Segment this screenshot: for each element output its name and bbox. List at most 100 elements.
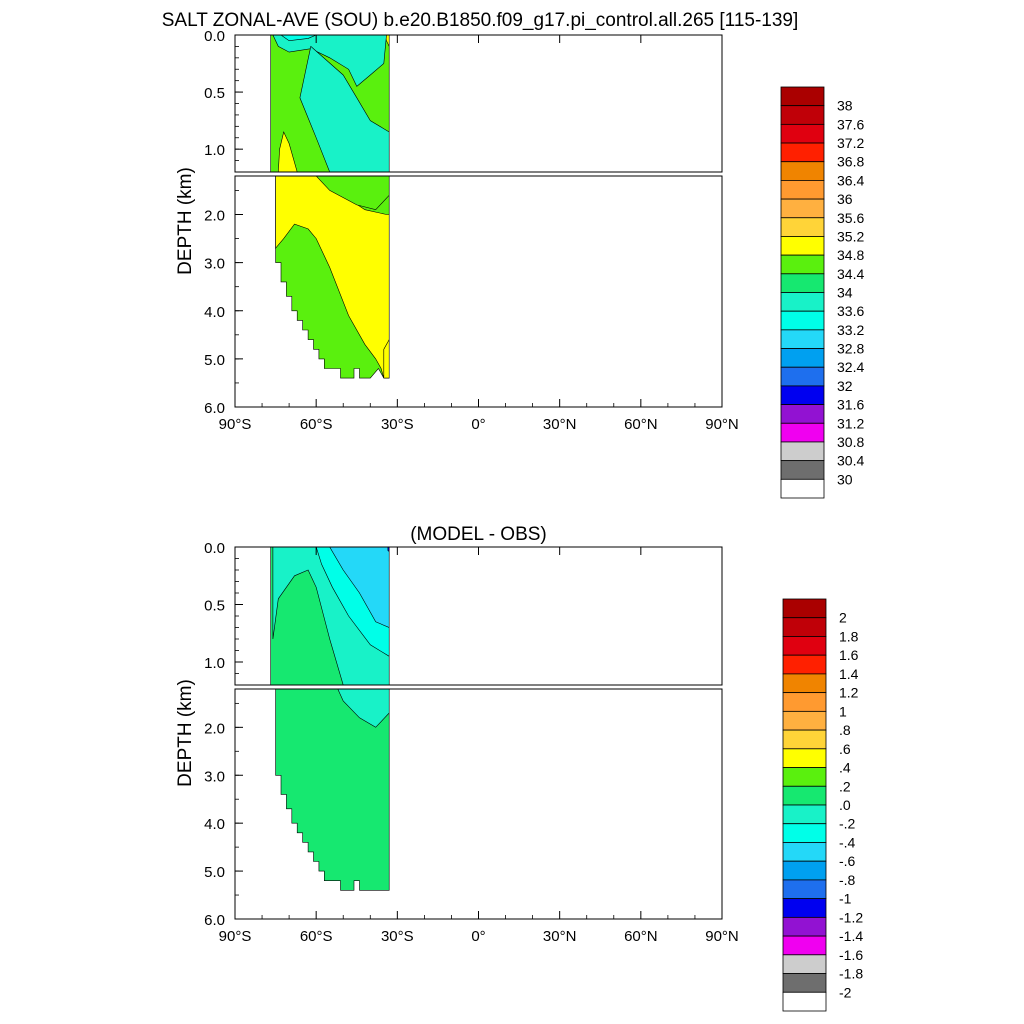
- colorbar-label: 37.2: [837, 135, 864, 151]
- upper-field: [270, 547, 390, 685]
- colorbar-label: 38: [837, 98, 853, 114]
- diff-m0-4: [329, 547, 390, 628]
- y-tick-label: 0.5: [204, 85, 225, 102]
- colorbar-swatch: [782, 804, 827, 825]
- colorbar-label: 35.2: [837, 228, 864, 244]
- colorbar-swatch: [780, 198, 825, 219]
- colorbar-label: 35.6: [837, 210, 864, 226]
- lower-field: [275, 176, 390, 379]
- x-tick-label: 90°N: [705, 928, 739, 945]
- colorbar-swatch: [780, 180, 825, 200]
- y-tick-label: 0.5: [204, 598, 225, 615]
- colorbar-label: -.2: [839, 816, 856, 832]
- colorbar-label: 34: [837, 285, 853, 301]
- colorbar-swatch: [782, 898, 827, 918]
- colorbar-label: 1.4: [839, 666, 859, 682]
- colorbar-swatch: [782, 598, 827, 619]
- colorbar-swatch: [780, 404, 825, 424]
- field-34-8-cdw: [277, 131, 298, 172]
- colorbar: 21.81.61.41.21.8.6.4.2.0-.2-.4-.6-.8-1-1…: [782, 598, 863, 1012]
- y-tick-label: 5.0: [204, 352, 225, 369]
- colorbar-label: 34.4: [837, 266, 864, 282]
- colorbar-swatch: [782, 673, 827, 694]
- x-tick-label: 90°S: [219, 416, 252, 433]
- colorbar-label: .0: [839, 797, 851, 813]
- colorbar-swatch: [782, 692, 827, 712]
- colorbar-label: .4: [839, 760, 851, 776]
- colorbar-swatch: [782, 617, 827, 637]
- y-tick-label: 4.0: [204, 304, 225, 321]
- colorbar-label: -2: [839, 984, 852, 1000]
- field-34-8-deep: [383, 338, 390, 379]
- colorbar-swatch: [780, 348, 825, 368]
- y-tick-label: 6.0: [204, 400, 225, 417]
- colorbar-swatch: [780, 86, 825, 107]
- colorbar-label: 34.8: [837, 247, 864, 263]
- colorbar-label: -.8: [839, 872, 856, 888]
- difference-panel: (MODEL - OBS)0.00.51.02.03.04.05.06.090°…: [175, 524, 863, 1012]
- x-tick-label: 30°S: [381, 928, 414, 945]
- colorbar-swatch: [782, 842, 827, 862]
- main-title: SALT ZONAL-AVE (SOU) b.e20.B1850.f09_g17…: [162, 10, 799, 31]
- colorbar-swatch: [780, 217, 825, 237]
- x-tick-label: 30°N: [543, 928, 577, 945]
- colorbar-swatch: [780, 422, 825, 443]
- colorbar-label: -1.4: [839, 928, 863, 944]
- colorbar-label: -1: [839, 891, 852, 907]
- x-tick-label: 60°N: [624, 416, 658, 433]
- colorbar-label: 2: [839, 610, 847, 626]
- x-tick-label: 90°N: [705, 416, 739, 433]
- colorbar-label: 36.8: [837, 154, 864, 170]
- y-tick-label: 2.0: [204, 720, 225, 737]
- x-tick-label: 60°S: [300, 416, 333, 433]
- colorbar-label: 36.4: [837, 172, 864, 188]
- colorbar-swatch: [782, 935, 827, 956]
- colorbar-label: -1.2: [839, 909, 863, 925]
- colorbar-swatch: [780, 254, 825, 275]
- y-tick-label: 3.0: [204, 768, 225, 785]
- colorbar-swatch: [780, 142, 825, 163]
- colorbar-swatch: [780, 441, 825, 462]
- colorbar-label: .2: [839, 778, 851, 794]
- colorbar-swatch: [782, 860, 827, 881]
- x-tick-label: 90°S: [219, 928, 252, 945]
- colorbar-swatch: [782, 710, 827, 731]
- colorbar-label: .8: [839, 722, 851, 738]
- y-tick-label: 3.0: [204, 256, 225, 273]
- colorbar-label: 1.6: [839, 647, 859, 663]
- lower-field: [275, 689, 390, 891]
- y-tick-label: 1.0: [204, 655, 225, 672]
- colorbar-swatch: [780, 460, 825, 480]
- x-tick-label: 60°S: [300, 928, 333, 945]
- x-tick-label: 0°: [471, 416, 485, 433]
- colorbar-swatch: [782, 916, 827, 937]
- colorbar-swatch: [782, 785, 827, 806]
- colorbar-swatch: [782, 973, 827, 993]
- y-axis-label: DEPTH (km): [175, 167, 196, 275]
- colorbar-label: 32.8: [837, 341, 864, 357]
- diff-m0-2-lower: [337, 689, 390, 728]
- salinity-panel: 0.0 0.5 1.0 2.0 3.0 4.0 5.0 6.090°S 60°S 30°S 0° 30…: [175, 28, 864, 499]
- colorbar-swatch: [782, 729, 827, 750]
- upper-field: [270, 35, 390, 172]
- colorbar-label: 30: [837, 471, 853, 487]
- y-tick-label: 4.0: [204, 816, 225, 833]
- diff-m1-dot: [387, 547, 390, 553]
- colorbar-swatch: [782, 767, 827, 787]
- colorbar-swatch: [780, 385, 825, 405]
- colorbar-swatch: [780, 236, 825, 256]
- colorbar-label: 1: [839, 703, 847, 719]
- colorbar-label: 30.4: [837, 453, 864, 469]
- x-tick-label: 0°: [471, 928, 485, 945]
- colorbar-swatch: [780, 273, 825, 293]
- colorbar-swatch: [780, 105, 825, 125]
- colorbar-label: 37.6: [837, 116, 864, 132]
- colorbar-swatch: [782, 636, 827, 656]
- colorbar-label: 33.2: [837, 322, 864, 338]
- colorbar-swatch: [780, 292, 825, 312]
- colorbar-swatch: [782, 879, 827, 900]
- field-34-0-top: [272, 35, 387, 87]
- colorbar-label: -1.8: [839, 966, 863, 982]
- panel-title: (MODEL - OBS): [410, 524, 547, 545]
